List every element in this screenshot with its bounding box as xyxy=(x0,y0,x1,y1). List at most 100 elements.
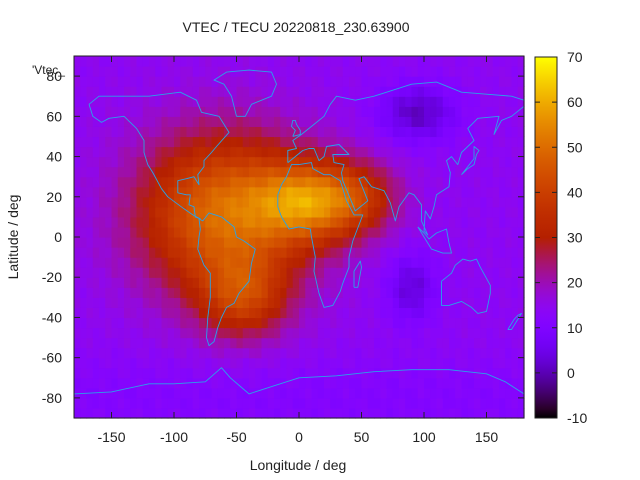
heatmap-cell xyxy=(292,86,300,97)
heatmap-cell xyxy=(361,267,369,278)
heatmap-cell xyxy=(192,247,200,258)
heatmap-cell xyxy=(336,327,344,339)
heatmap-cell xyxy=(392,357,400,369)
heatmap-cell xyxy=(517,86,525,97)
heatmap-cell xyxy=(192,367,200,379)
heatmap-cell xyxy=(261,297,269,308)
heatmap-cell xyxy=(80,116,88,127)
heatmap-cell xyxy=(492,317,500,329)
heatmap-cell xyxy=(211,307,219,319)
heatmap-cell xyxy=(511,317,519,329)
heatmap-cell xyxy=(242,96,250,107)
heatmap-cell xyxy=(130,116,138,127)
colorbar-tick-label: 50 xyxy=(567,139,583,155)
heatmap-cell xyxy=(436,237,444,248)
heatmap-cell xyxy=(205,367,213,379)
heatmap-cell xyxy=(274,186,281,198)
heatmap-cell xyxy=(86,196,94,208)
heatmap-cell xyxy=(155,196,163,208)
heatmap-cell xyxy=(130,317,138,329)
heatmap-cell xyxy=(242,257,250,268)
heatmap-cell xyxy=(330,186,338,198)
heatmap-cell xyxy=(455,327,463,339)
heatmap-cell xyxy=(424,156,431,168)
heatmap-cell xyxy=(336,166,344,178)
heatmap-cell xyxy=(242,116,250,127)
heatmap-cell xyxy=(424,257,431,268)
heatmap-cell xyxy=(130,96,138,107)
heatmap-cell xyxy=(205,126,213,138)
y-tick-label: -80 xyxy=(42,390,62,406)
heatmap-cell xyxy=(467,166,475,178)
heatmap-cell xyxy=(255,226,263,238)
heatmap-cell xyxy=(217,106,225,117)
heatmap-cell xyxy=(405,317,413,329)
heatmap-cell xyxy=(230,407,238,419)
heatmap-cell xyxy=(430,226,438,238)
heatmap-cell xyxy=(311,226,319,238)
heatmap-cell xyxy=(180,257,188,268)
heatmap-cell xyxy=(430,247,438,258)
heatmap-cell xyxy=(349,347,356,359)
heatmap-cell xyxy=(186,247,194,258)
heatmap-cell xyxy=(80,267,88,278)
heatmap-cell xyxy=(511,216,519,228)
heatmap-cell xyxy=(86,307,94,319)
heatmap-cell xyxy=(367,337,375,349)
heatmap-cell xyxy=(424,287,431,298)
heatmap-cell xyxy=(330,76,338,87)
heatmap-cell xyxy=(136,116,144,127)
heatmap-cell xyxy=(442,116,450,127)
heatmap-cell xyxy=(361,166,369,178)
heatmap-cell xyxy=(486,176,494,188)
heatmap-cell xyxy=(317,66,325,77)
heatmap-cell xyxy=(442,287,450,298)
heatmap-cell xyxy=(349,196,356,208)
heatmap-cell xyxy=(74,86,81,97)
heatmap-cell xyxy=(305,76,313,87)
heatmap-cell xyxy=(261,156,269,168)
heatmap-cell xyxy=(124,247,131,258)
heatmap-cell xyxy=(117,56,125,67)
heatmap-cell xyxy=(411,176,419,188)
heatmap-cell xyxy=(399,136,406,148)
heatmap-cell xyxy=(305,156,313,168)
heatmap-cell xyxy=(117,397,125,409)
heatmap-cell xyxy=(261,186,269,198)
heatmap-cell xyxy=(392,297,400,308)
heatmap-cell xyxy=(192,267,200,278)
heatmap-cell xyxy=(305,146,313,158)
heatmap-cell xyxy=(267,367,275,379)
heatmap-cell xyxy=(442,407,450,419)
heatmap-cell xyxy=(517,76,525,87)
heatmap-cell xyxy=(499,56,506,67)
heatmap-cell xyxy=(261,247,269,258)
heatmap-cell xyxy=(380,357,388,369)
heatmap-cell xyxy=(224,86,231,97)
heatmap-cell xyxy=(392,126,400,138)
heatmap-cell xyxy=(224,166,231,178)
heatmap-cell xyxy=(286,156,294,168)
heatmap-cell xyxy=(99,267,106,278)
heatmap-cell xyxy=(230,317,238,329)
heatmap-cell xyxy=(442,56,450,67)
heatmap-cell xyxy=(280,106,288,117)
heatmap-cell xyxy=(249,66,256,77)
heatmap-cell xyxy=(186,216,194,228)
heatmap-cell xyxy=(436,176,444,188)
heatmap-cell xyxy=(380,307,388,319)
heatmap-cell xyxy=(249,216,256,228)
colorbar-tick-label: 70 xyxy=(567,49,583,65)
heatmap-cell xyxy=(480,247,488,258)
heatmap-cell xyxy=(317,86,325,97)
heatmap-cell xyxy=(436,86,444,97)
heatmap-cell xyxy=(217,186,225,198)
heatmap-cell xyxy=(249,186,256,198)
heatmap-cell xyxy=(361,216,369,228)
heatmap-cell xyxy=(249,146,256,158)
heatmap-cell xyxy=(399,327,406,339)
heatmap-cell xyxy=(405,146,413,158)
heatmap-cell xyxy=(186,156,194,168)
heatmap-cell xyxy=(80,397,88,409)
heatmap-cell xyxy=(449,367,456,379)
